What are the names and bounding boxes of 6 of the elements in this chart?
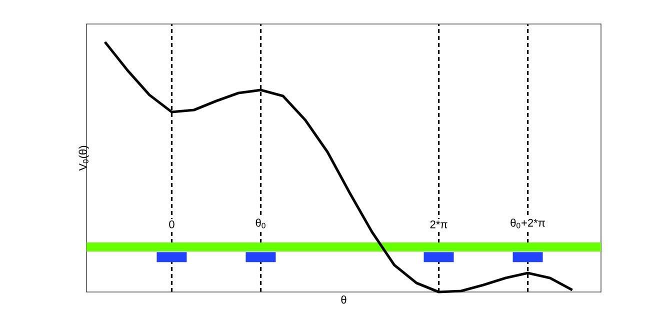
x-tick-label: 0 xyxy=(169,220,174,228)
x-axis-title: θ xyxy=(341,296,346,304)
y-axis-title: V$_{0}$(θ) xyxy=(78,146,89,171)
x-tick-label: θ$_{0}$+2*π xyxy=(510,218,545,228)
x-tick-label: 2*π xyxy=(430,220,448,228)
x-tick-label: θ$_{0}$ xyxy=(256,218,266,228)
